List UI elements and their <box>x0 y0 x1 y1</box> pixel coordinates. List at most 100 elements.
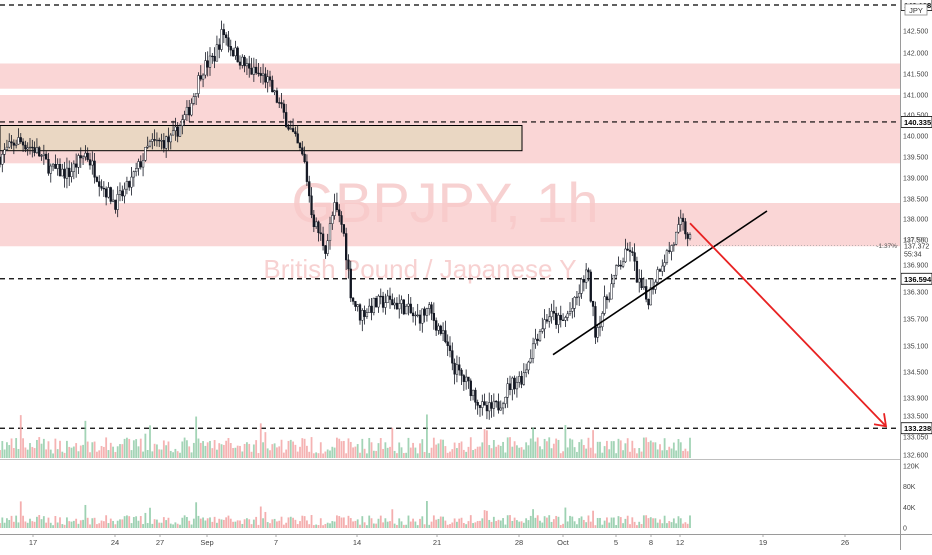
volume-bar-overlay <box>17 448 20 458</box>
volume-bar-overlay <box>188 446 191 458</box>
candle-body <box>231 49 235 57</box>
currency-badge[interactable]: JPY <box>909 6 923 15</box>
volume-bar <box>40 519 43 528</box>
candle-body <box>386 295 389 303</box>
candle-body <box>86 152 89 160</box>
price-tick-label: 138.500 <box>903 197 928 204</box>
candle-body <box>26 147 29 150</box>
volume-bar-overlay <box>682 450 684 458</box>
volume-bar <box>36 516 38 528</box>
candle-body <box>661 265 664 272</box>
volume-bar <box>250 524 253 528</box>
volume-bar <box>451 522 454 528</box>
currency-badge-box[interactable] <box>904 3 928 16</box>
candle-body <box>162 140 165 149</box>
candle-body <box>1 154 4 165</box>
candle-body <box>201 74 205 80</box>
candle-body <box>109 187 112 202</box>
time-tick-label: 14 <box>353 538 361 547</box>
candle-body <box>400 299 403 304</box>
volume-bar-overlay <box>68 446 71 458</box>
candle-body <box>462 375 465 382</box>
volume-bar-overlay <box>345 453 348 458</box>
volume-bar-overlay <box>128 438 131 458</box>
volume-bar <box>54 516 57 528</box>
candle-body <box>481 401 484 408</box>
volume-bar <box>38 515 41 528</box>
candle-body <box>432 313 435 321</box>
candle-body <box>398 303 401 310</box>
volume-bar-overlay <box>469 437 472 458</box>
volume-bar <box>550 521 553 528</box>
volume-bar <box>336 515 338 528</box>
candle-body <box>603 296 606 314</box>
volume-bar-overlay <box>624 443 627 458</box>
volume-bar-overlay <box>181 441 184 458</box>
volume-bar <box>472 523 474 528</box>
volume-bar <box>165 520 168 528</box>
candle-body <box>285 112 288 127</box>
volume-bar-overlay <box>668 446 671 458</box>
candle-body <box>121 190 124 197</box>
volume-bar-overlay <box>312 453 315 458</box>
volume-bar <box>229 518 232 528</box>
volume-bar-overlay <box>467 446 470 458</box>
volume-bar-overlay <box>246 442 248 458</box>
volume-bar-overlay <box>578 442 581 458</box>
candle-body <box>555 313 558 325</box>
candle-body <box>561 319 565 321</box>
candle-body <box>423 308 426 316</box>
volume-bar-overlay <box>324 451 327 458</box>
volume-bar-overlay <box>24 447 27 458</box>
volume-bar-overlay <box>550 448 553 458</box>
time-tick-label: 26 <box>841 538 849 547</box>
candle-body <box>153 139 156 141</box>
candle-body <box>379 295 382 298</box>
volume-bar <box>368 515 371 528</box>
candle-body <box>190 103 193 116</box>
price-tick-label: 141.500 <box>903 72 928 79</box>
candle-body <box>573 297 576 309</box>
volume-bar <box>169 523 172 528</box>
volume-bar-overlay <box>361 438 364 458</box>
volume-bar-overlay <box>54 438 57 458</box>
volume-bar <box>479 520 481 528</box>
time-tick-label: 28 <box>515 538 523 547</box>
volume-bar-overlay <box>377 443 380 458</box>
volume-bar <box>303 516 306 528</box>
candle-body <box>518 376 521 383</box>
candle-body <box>102 187 105 190</box>
volume-bar-overlay <box>63 452 66 458</box>
volume-bar <box>409 521 412 528</box>
candle-body <box>580 278 583 294</box>
volume-bar-overlay <box>342 440 345 458</box>
volume-bar <box>77 523 80 528</box>
volume-bar-overlay <box>282 452 285 458</box>
volume-bar-overlay <box>135 439 138 458</box>
volume-bar-overlay <box>386 447 389 458</box>
volume-bar <box>552 519 555 528</box>
volume-bar <box>287 517 290 528</box>
candle-body <box>324 245 327 254</box>
candle-body <box>485 404 489 412</box>
price-tick-label: 140.500 <box>903 113 928 120</box>
volume-bar <box>393 523 396 528</box>
volume-bar <box>132 517 135 528</box>
volume-bar <box>412 518 414 528</box>
volume-bar <box>142 524 144 528</box>
volume-bar <box>363 522 366 528</box>
candle-body <box>568 311 572 315</box>
volume-bar-overlay <box>206 442 209 458</box>
candle-body <box>626 248 629 251</box>
volume-bar <box>220 519 223 528</box>
candle-body <box>107 187 110 198</box>
volume-bar-overlay <box>40 443 43 458</box>
volume-bar <box>405 524 408 528</box>
volume-bar <box>488 519 491 528</box>
volume-bar-overlay <box>672 442 675 458</box>
candle-body <box>513 377 516 390</box>
candle-body <box>672 244 675 246</box>
volume-bar <box>269 523 271 528</box>
time-tick-label: 24 <box>111 538 119 547</box>
